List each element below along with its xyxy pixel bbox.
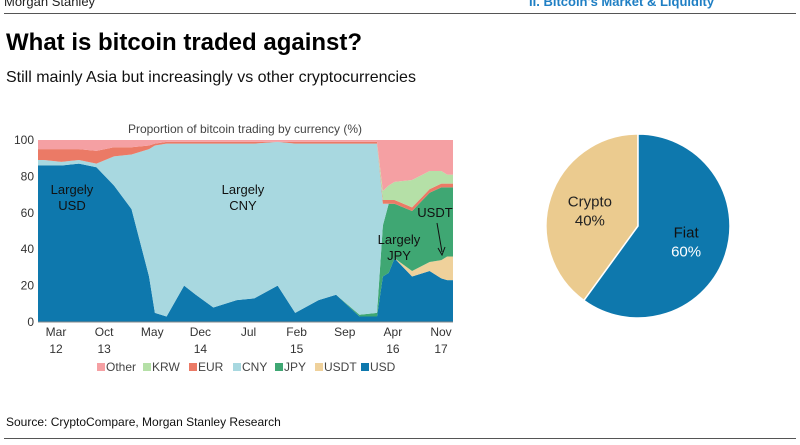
x-tick-label: Oct xyxy=(95,325,114,339)
x-axis: Mar 12 Oct 13 May Dec 14 Jul Feb 15 Sep Apr 16 Nov 17 xyxy=(46,325,452,356)
legend-label-jpy: JPY xyxy=(284,360,306,374)
pie-label-fiat: Fiat xyxy=(674,225,700,242)
x-tick-label: Jul xyxy=(241,325,256,339)
pie-value-fiat: 60% xyxy=(671,244,701,261)
x-tick-label: May xyxy=(141,325,164,339)
legend-label-other: Other xyxy=(106,360,136,374)
y-tick-label: 80 xyxy=(21,169,35,183)
x-tick-year: 15 xyxy=(290,342,304,356)
pie-slice-crypto xyxy=(545,133,639,302)
x-tick-label: Mar xyxy=(46,325,67,339)
x-tick-year: 13 xyxy=(97,342,111,356)
pie-label-crypto: Crypto xyxy=(568,193,612,210)
chart-legend: Other KRW EUR CNY JPY USDT USD xyxy=(97,360,396,374)
x-tick-label: Apr xyxy=(384,325,403,339)
legend-label-krw: KRW xyxy=(152,360,180,374)
legend-swatch-usd xyxy=(361,363,369,371)
area-series-usd xyxy=(38,163,453,322)
y-tick-label: 40 xyxy=(21,242,35,256)
legend-swatch-krw xyxy=(143,363,151,371)
area-series-other xyxy=(38,140,453,191)
pie-slice-fiat xyxy=(582,133,731,319)
pie-chart: Crypto 40% Fiat 60% xyxy=(545,133,731,319)
x-tick-label: Feb xyxy=(286,325,307,339)
y-tick-label: 100 xyxy=(14,133,34,147)
stacked-areas xyxy=(38,140,453,323)
source-note: Source: CryptoCompare, Morgan Stanley Re… xyxy=(6,415,281,429)
brand-name: Morgan Stanley xyxy=(4,0,96,9)
annotation-sub: JPY xyxy=(387,248,411,263)
x-tick-year: 17 xyxy=(434,342,448,356)
bottom-divider xyxy=(4,438,796,439)
x-tick-year: 12 xyxy=(49,342,63,356)
x-tick-label: Sep xyxy=(334,325,356,339)
x-tick-label: Nov xyxy=(430,325,451,339)
annotation-label: Largely xyxy=(51,182,94,197)
top-divider xyxy=(4,13,796,14)
legend-swatch-other xyxy=(97,363,105,371)
section-title: II. Bitcoin's Market & Liquidity xyxy=(529,0,715,9)
legend-swatch-usdt xyxy=(315,363,323,371)
annotation-label: Largely xyxy=(378,232,421,247)
legend-label-cny: CNY xyxy=(242,360,267,374)
annotation-sub: USD xyxy=(58,198,85,213)
legend-label-eur: EUR xyxy=(198,360,224,374)
annotation-label: Largely xyxy=(222,182,265,197)
area-series-cny xyxy=(38,141,453,317)
page-subtitle: Still mainly Asia but increasingly vs ot… xyxy=(6,69,416,86)
x-tick-year: 16 xyxy=(386,342,400,356)
legend-label-usdt: USDT xyxy=(324,360,357,374)
x-tick-year: 14 xyxy=(194,342,208,356)
area-chart-title: Proportion of bitcoin trading by currenc… xyxy=(128,122,362,136)
y-axis: 0 20 40 60 80 100 xyxy=(14,133,34,329)
legend-label-usd: USD xyxy=(370,360,396,374)
annotation-label: USDT xyxy=(417,205,452,220)
legend-swatch-cny xyxy=(233,363,241,371)
legend-swatch-jpy xyxy=(275,363,283,371)
y-tick-label: 0 xyxy=(27,315,34,329)
annotation-sub: CNY xyxy=(229,198,257,213)
area-series-krw xyxy=(38,141,453,208)
y-tick-label: 20 xyxy=(21,279,35,293)
usdt-arrow xyxy=(436,222,443,253)
pie-value-crypto: 40% xyxy=(575,212,605,229)
y-tick-label: 60 xyxy=(21,206,35,220)
x-tick-label: Dec xyxy=(190,325,211,339)
chart-area: Proportion of bitcoin trading by currenc… xyxy=(14,122,731,374)
page-title: What is bitcoin traded against? xyxy=(6,29,363,56)
usdt-arrowhead xyxy=(437,246,446,257)
legend-swatch-eur xyxy=(189,363,197,371)
